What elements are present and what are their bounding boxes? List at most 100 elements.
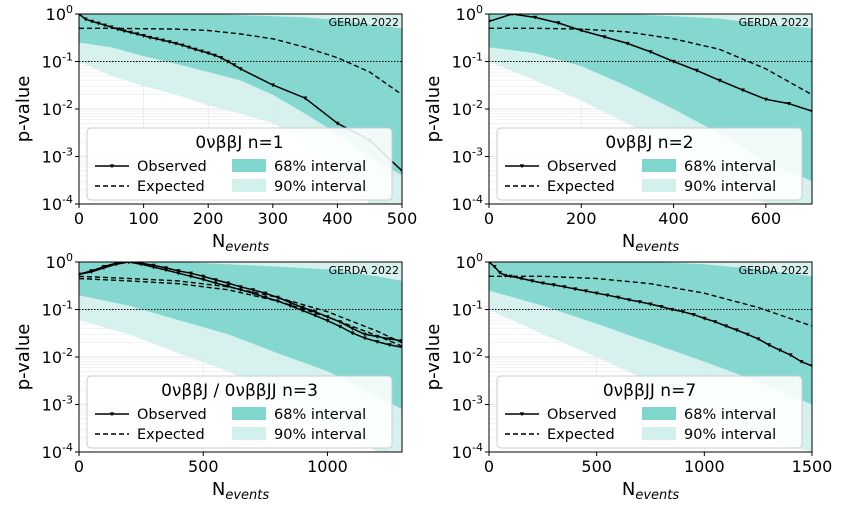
observed-point (114, 262, 119, 267)
observed-point (399, 169, 402, 173)
observed-point (583, 289, 589, 294)
observed-point (387, 343, 392, 348)
observed-point (529, 279, 535, 284)
observed-point (374, 334, 380, 339)
observed-point (275, 299, 280, 304)
observed-point (167, 40, 172, 44)
y-axis-title: p-value (13, 324, 34, 391)
legend-68-label: 68% interval (684, 407, 776, 423)
observed-point (180, 43, 185, 48)
observed-point (238, 288, 243, 292)
x-axis-title: Nevents (622, 479, 679, 503)
observed-point (163, 268, 169, 273)
band-68-interval (489, 262, 812, 405)
observed-point (562, 285, 567, 290)
observed-point (287, 300, 293, 305)
observed-point (809, 109, 812, 114)
observed-point (96, 21, 101, 26)
observed-point (502, 273, 508, 278)
observed-point (374, 340, 380, 344)
legend-observed-marker (109, 412, 115, 417)
legend-observed-label: Observed (137, 407, 207, 423)
observed-point (206, 51, 211, 56)
observed-point (238, 67, 243, 72)
observed-point (337, 324, 343, 329)
observed-point (766, 343, 772, 348)
y-tick-label: 10-2 (42, 98, 73, 119)
observed-point (199, 49, 204, 54)
y-tick-label: 10-3 (452, 146, 483, 167)
x-tick-label: 400 (322, 209, 353, 228)
observed-point (712, 320, 718, 325)
band-68-interval (79, 14, 402, 176)
x-tick-label: 500 (188, 457, 219, 476)
observed-point (694, 68, 699, 73)
legend-observed-label: Observed (137, 159, 207, 175)
observed-point (399, 345, 402, 350)
observed-point (102, 23, 108, 28)
x-tick-label: 400 (658, 209, 689, 228)
observed-point (763, 97, 769, 102)
experiment-label: GERDA 2022 (739, 264, 809, 277)
observed-point (312, 310, 318, 314)
y-axis-title: p-value (13, 76, 34, 143)
observed-point (225, 284, 231, 289)
x-axis-title: Nevents (212, 479, 269, 503)
observed-point (362, 336, 367, 341)
y-tick-label: 10-2 (42, 346, 73, 367)
observed-point (201, 274, 206, 279)
x-tick-label: 300 (258, 209, 289, 228)
observed-point (659, 305, 664, 309)
observed-point (788, 353, 793, 358)
x-tick-label: 200 (193, 209, 224, 228)
observed-point (556, 21, 561, 26)
panel-2: GERDA 2022 0νββJ n=2 Observed Expected 68% i… (423, 3, 813, 255)
observed-point (519, 276, 524, 281)
observed-point (579, 28, 584, 33)
legend-observed-marker (519, 412, 525, 417)
observed-point (325, 319, 330, 323)
observed-point (213, 281, 218, 286)
observed-point (302, 96, 308, 101)
observed-point (154, 37, 159, 42)
y-tick-label: 100 (456, 3, 483, 24)
observed-point (101, 266, 107, 271)
x-tick-label: 1000 (684, 457, 725, 476)
observed-point (510, 14, 514, 17)
panel-3: GERDA 2022 0νββJ / 0νββJJ n=3 Observed Expe… (13, 251, 403, 503)
legend-expected-label: Expected (137, 179, 205, 195)
legend-expected-label: Expected (547, 179, 615, 195)
x-tick-label: 0 (74, 209, 84, 228)
observed-point (275, 295, 280, 300)
observed-point (786, 101, 792, 106)
observed-point (616, 295, 621, 300)
observed-point (387, 337, 392, 342)
y-tick-label: 10-3 (42, 394, 73, 415)
observed-point (122, 29, 127, 34)
x-tick-label: 200 (566, 209, 597, 228)
legend-90-label: 90% interval (684, 179, 776, 195)
legend-90-swatch (232, 179, 266, 192)
experiment-label: GERDA 2022 (329, 16, 399, 29)
band-68-interval (79, 262, 402, 410)
y-tick-label: 10-4 (42, 441, 73, 462)
observed-point (89, 270, 94, 275)
observed-point (648, 302, 653, 307)
observed-point (335, 121, 340, 126)
observed-point (79, 272, 82, 277)
observed-point (173, 41, 179, 46)
observed-point (723, 324, 729, 329)
legend-68-label: 68% interval (274, 407, 366, 423)
y-tick-label: 100 (46, 251, 73, 272)
observed-point (201, 277, 206, 282)
legend-90-label: 90% interval (274, 427, 366, 443)
y-tick-label: 10-4 (452, 441, 483, 462)
legend-title: 0νββJ n=1 (195, 133, 283, 153)
observed-point (745, 332, 750, 337)
observed-point (717, 78, 722, 83)
y-tick-label: 100 (46, 3, 73, 24)
observed-point (497, 270, 502, 275)
observed-point (399, 339, 402, 343)
observed-point (115, 27, 120, 32)
